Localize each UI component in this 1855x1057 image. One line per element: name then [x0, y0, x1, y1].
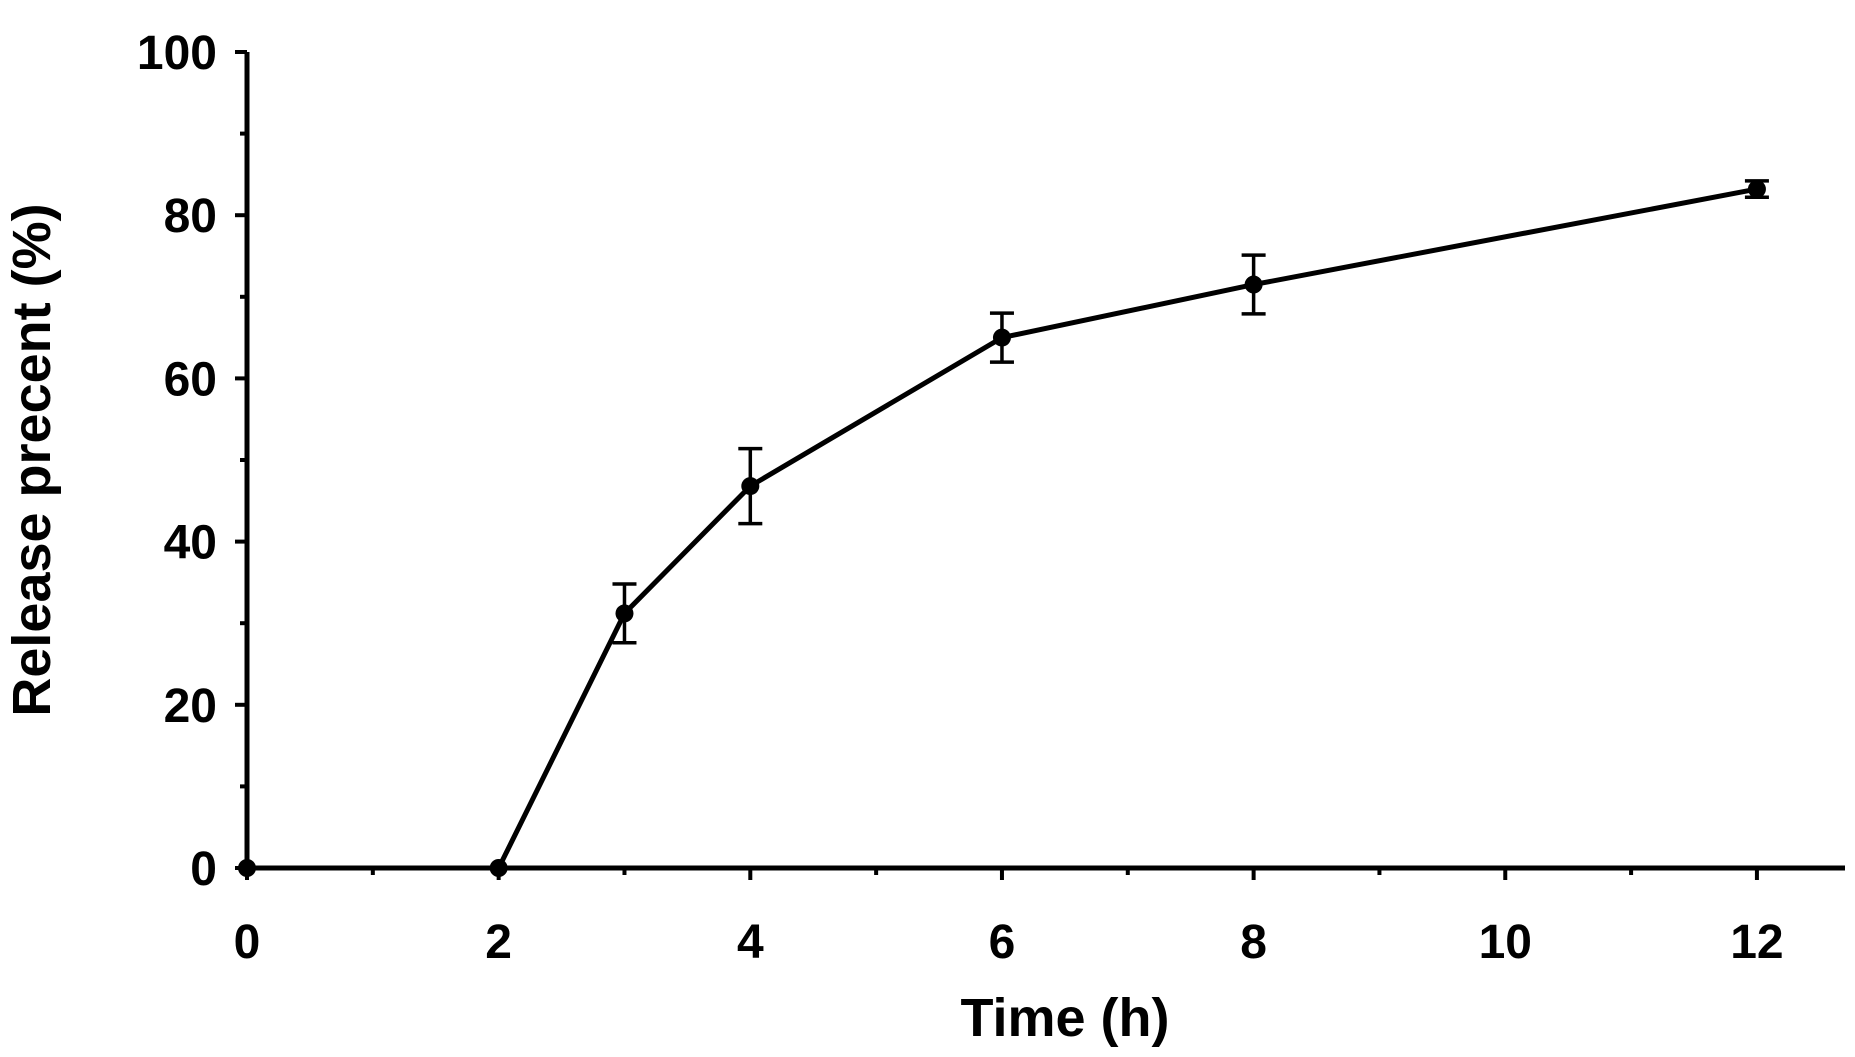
- y-tick-label: 100: [137, 27, 217, 80]
- x-axis-label: Time (h): [960, 988, 1169, 1048]
- data-point: [238, 859, 256, 877]
- data-point: [489, 859, 508, 877]
- x-tick-label: 4: [737, 916, 764, 969]
- y-axis-label: Release precent (%): [2, 203, 62, 716]
- x-tick-label: 0: [234, 916, 261, 969]
- data-point: [1244, 275, 1263, 294]
- y-tick-label: 40: [164, 517, 217, 570]
- series: [238, 179, 1769, 877]
- x-tick-label: 6: [989, 916, 1016, 969]
- x-tick-label: 2: [485, 916, 512, 969]
- y-tick-label: 80: [164, 190, 217, 243]
- y-tick-label: 20: [164, 680, 217, 733]
- x-tick-label: 12: [1730, 916, 1783, 969]
- y-tick-label: 0: [190, 843, 217, 896]
- y-tick-label: 60: [164, 353, 217, 406]
- data-point: [1747, 180, 1766, 199]
- data-point: [741, 477, 760, 496]
- ticks: 0 20 40 60 80 100 0 2 4 6 8 10 12: [137, 27, 1784, 969]
- x-tick-label: 10: [1479, 916, 1532, 969]
- data-point: [992, 328, 1011, 347]
- x-tick-label: 8: [1240, 916, 1267, 969]
- series-line: [247, 186, 1758, 871]
- data-point: [615, 604, 634, 623]
- axes: [244, 52, 1845, 871]
